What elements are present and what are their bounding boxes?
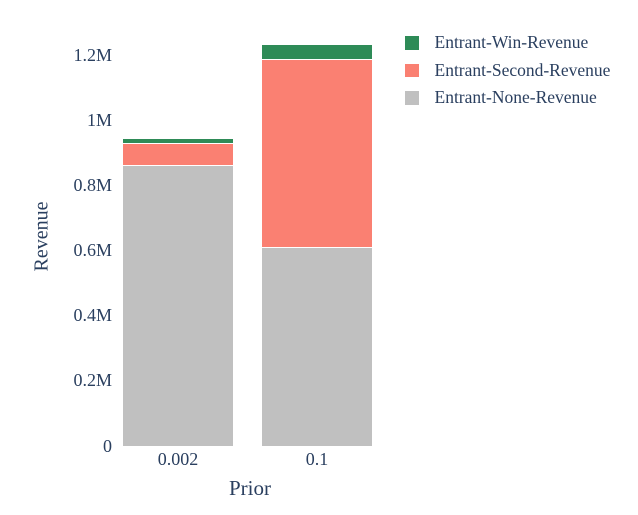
x-axis-tick-label: 0.1 [305, 449, 329, 469]
bar-stack-0.1[interactable] [262, 44, 372, 446]
y-axis-tick-label: 1M [86, 109, 112, 130]
bar-segment-entrant-second-revenue[interactable] [123, 142, 233, 166]
legend-item-entrant-second-revenue[interactable]: Entrant-Second-Revenue [405, 57, 610, 85]
x-axis-title: Prior [229, 476, 271, 500]
legend: Entrant-Win-Revenue Entrant-Second-Revenu… [405, 29, 610, 112]
bar-segment-entrant-second-revenue[interactable] [262, 59, 372, 247]
legend-swatch-icon [405, 36, 419, 50]
legend-label: Entrant-Second-Revenue [434, 59, 611, 80]
y-axis-tick-label: 1.2M [73, 44, 112, 65]
y-axis-tick-label: 0 [103, 435, 112, 456]
legend-item-entrant-win-revenue[interactable]: Entrant-Win-Revenue [405, 29, 610, 57]
bar-segment-entrant-none-revenue[interactable] [123, 165, 233, 446]
y-axis-tick-label: 0.4M [73, 305, 112, 326]
legend-item-entrant-none-revenue[interactable]: Entrant-None-Revenue [405, 84, 610, 112]
bar-segment-entrant-none-revenue[interactable] [262, 246, 372, 446]
bar-segment-entrant-win-revenue[interactable] [262, 44, 372, 60]
y-axis-tick-label: 0.6M [73, 240, 112, 260]
legend-swatch-icon [405, 91, 419, 105]
legend-label: Entrant-None-Revenue [434, 87, 597, 108]
y-axis-tick-label: 0.8M [73, 174, 112, 195]
x-axis-tick-label: 0.002 [157, 449, 199, 469]
y-axis-tick-label: 0.2M [73, 370, 112, 391]
legend-swatch-icon [405, 63, 419, 77]
bar-stack-0.002[interactable] [123, 139, 233, 446]
bar-segment-entrant-win-revenue[interactable] [123, 139, 233, 143]
legend-label: Entrant-Win-Revenue [434, 32, 589, 53]
